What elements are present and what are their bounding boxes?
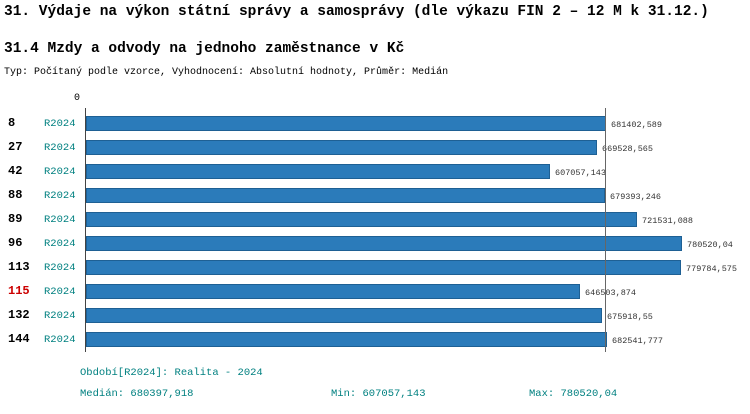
footer-median-label: Medián: 680397,918 — [80, 388, 194, 400]
chart-row: 113 R2024 779784,575 — [0, 256, 750, 280]
bar — [86, 140, 597, 155]
bar — [86, 164, 550, 179]
chart-row: 88 R2024 679393,246 — [0, 184, 750, 208]
median-line — [605, 108, 606, 352]
bar — [86, 188, 605, 203]
footer-max-label: Max: 780520,04 — [529, 388, 618, 400]
report-title: 31. Výdaje na výkon státní správy a samo… — [4, 4, 709, 20]
bar-value-label: 780520,04 — [687, 240, 733, 250]
bar — [86, 332, 607, 347]
row-series-label: R2024 — [44, 214, 76, 226]
bar-value-label: 679393,246 — [610, 192, 662, 202]
chart-row: 115 R2024 646503,874 — [0, 280, 750, 304]
row-series-label: R2024 — [44, 334, 76, 346]
chart-row: 27 R2024 669528,565 — [0, 136, 750, 160]
bar — [86, 260, 681, 275]
bar-value-label: 607057,143 — [555, 168, 607, 178]
row-category-label: 42 — [8, 164, 23, 178]
footer-stats: Medián: 680397,918 Min: 607057,143 Max: … — [0, 388, 750, 404]
footer-min-label: Min: 607057,143 — [331, 388, 426, 400]
bar-value-label: 779784,575 — [686, 264, 738, 274]
bar — [86, 212, 637, 227]
plot-area: 8 R2024 681402,589 27 R2024 669528,565 42 R2024… — [0, 108, 750, 354]
chart-row: 132 R2024 675918,55 — [0, 304, 750, 328]
bar — [86, 116, 606, 131]
row-series-label: R2024 — [44, 310, 76, 322]
x-axis-origin-label: 0 — [74, 93, 81, 104]
footer-period-label: Období[R2024]: Realita - 2024 — [80, 367, 263, 379]
bar-value-label: 682541,777 — [612, 336, 664, 346]
row-category-label: 96 — [8, 236, 23, 250]
row-category-label: 27 — [8, 140, 23, 154]
row-series-label: R2024 — [44, 118, 76, 130]
chart-row: 96 R2024 780520,04 — [0, 232, 750, 256]
report-subtitle: 31.4 Mzdy a odvody na jednoho zaměstnanc… — [4, 41, 405, 57]
row-category-label: 88 — [8, 188, 23, 202]
row-category-label: 144 — [8, 332, 30, 346]
bar — [86, 236, 682, 251]
bar-value-label: 681402,589 — [611, 120, 663, 130]
report-meta-line: Typ: Počítaný podle vzorce, Vyhodnocení:… — [4, 67, 449, 78]
bar-value-label: 646503,874 — [585, 288, 637, 298]
bar — [86, 308, 602, 323]
row-category-label: 8 — [8, 116, 16, 130]
row-series-label: R2024 — [44, 166, 76, 178]
chart-row: 8 R2024 681402,589 — [0, 112, 750, 136]
chart-row: 144 R2024 682541,777 — [0, 328, 750, 352]
chart-row: 42 R2024 607057,143 — [0, 160, 750, 184]
row-category-label: 113 — [8, 260, 30, 274]
row-series-label: R2024 — [44, 238, 76, 250]
row-series-label: R2024 — [44, 286, 76, 298]
bar-value-label: 669528,565 — [602, 144, 654, 154]
chart-row: 89 R2024 721531,088 — [0, 208, 750, 232]
row-category-label: 132 — [8, 308, 30, 322]
row-series-label: R2024 — [44, 262, 76, 274]
row-category-label: 115 — [8, 284, 30, 298]
bar-value-label: 721531,088 — [642, 216, 694, 226]
row-category-label: 89 — [8, 212, 23, 226]
bar — [86, 284, 580, 299]
y-axis-line — [85, 108, 86, 352]
row-series-label: R2024 — [44, 142, 76, 154]
bar-value-label: 675918,55 — [607, 312, 653, 322]
row-series-label: R2024 — [44, 190, 76, 202]
